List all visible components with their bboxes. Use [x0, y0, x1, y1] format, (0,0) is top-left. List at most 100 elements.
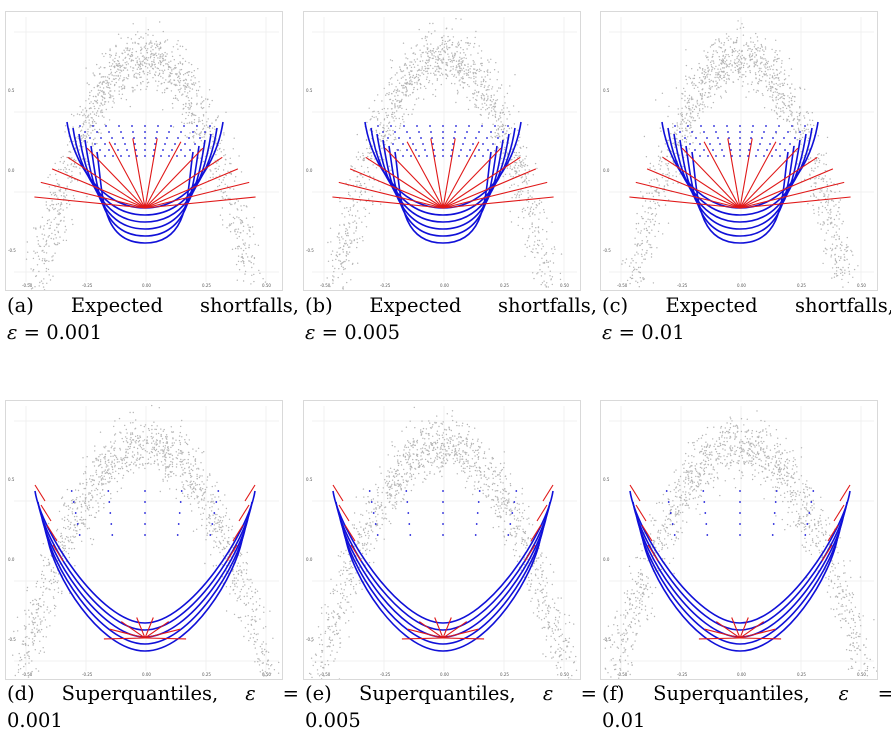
point — [774, 56, 776, 58]
point — [198, 117, 200, 119]
point — [190, 97, 193, 99]
contour-line — [376, 133, 510, 223]
point — [74, 565, 76, 567]
point — [398, 105, 400, 107]
point — [545, 286, 547, 288]
point — [205, 124, 208, 126]
point — [86, 133, 89, 135]
contour-dot — [674, 125, 676, 127]
point — [725, 66, 728, 68]
point — [436, 62, 439, 65]
point — [213, 502, 215, 505]
point — [61, 496, 64, 498]
point — [666, 173, 669, 176]
point — [258, 269, 260, 272]
scatter-plot: -0.50 -0.25 0.00 0.25 0.500.50.0-0.5 — [306, 17, 577, 290]
point — [97, 465, 100, 467]
point — [140, 83, 142, 85]
point — [401, 115, 404, 118]
point — [267, 664, 269, 666]
point — [734, 69, 737, 72]
point — [179, 450, 182, 452]
point — [398, 127, 401, 129]
point — [42, 591, 44, 593]
point — [39, 605, 41, 608]
point — [156, 43, 158, 45]
point — [799, 111, 802, 114]
point — [342, 286, 344, 288]
point — [641, 240, 643, 242]
point — [161, 53, 163, 55]
point — [173, 83, 175, 86]
point — [162, 65, 165, 67]
point — [742, 81, 744, 83]
point — [401, 107, 403, 110]
point — [514, 164, 517, 166]
point — [153, 455, 156, 457]
point — [755, 54, 757, 57]
point — [717, 72, 719, 74]
point — [187, 106, 189, 109]
point — [355, 230, 357, 232]
point — [151, 64, 153, 67]
point — [448, 47, 450, 49]
point — [40, 628, 43, 631]
point — [349, 207, 352, 209]
point — [496, 90, 498, 92]
point — [363, 182, 366, 185]
point — [804, 178, 806, 181]
point — [749, 37, 752, 39]
point — [409, 61, 411, 63]
point — [137, 42, 139, 45]
point — [146, 74, 149, 76]
point — [79, 496, 81, 498]
contour-dot — [691, 131, 693, 133]
contours — [364, 121, 522, 244]
point — [531, 213, 534, 215]
contour-dot — [402, 143, 404, 145]
point — [370, 155, 373, 157]
point — [698, 62, 700, 65]
point — [199, 120, 201, 123]
point — [416, 58, 418, 60]
point — [101, 475, 103, 477]
point — [101, 115, 104, 117]
point — [426, 76, 428, 78]
point — [156, 44, 158, 47]
point — [47, 236, 49, 238]
point — [104, 455, 106, 458]
point — [731, 49, 733, 51]
point — [61, 497, 63, 500]
point — [459, 66, 461, 68]
point — [702, 76, 705, 78]
point — [176, 457, 178, 460]
point — [476, 69, 479, 71]
point — [461, 81, 463, 83]
point — [500, 125, 502, 127]
point — [823, 195, 826, 197]
point — [836, 274, 839, 277]
point — [199, 86, 201, 88]
point — [427, 61, 429, 64]
point — [132, 472, 135, 474]
point — [396, 105, 399, 107]
point — [193, 141, 195, 143]
point — [759, 50, 761, 52]
point — [723, 70, 725, 73]
point — [122, 64, 124, 66]
point — [721, 62, 723, 64]
point — [181, 94, 183, 96]
point — [61, 544, 63, 546]
point — [536, 251, 538, 254]
contour-dot — [392, 143, 394, 145]
point — [144, 58, 147, 60]
contour-dot — [403, 125, 405, 127]
point — [147, 29, 149, 31]
point — [89, 538, 92, 540]
point — [815, 196, 817, 198]
point — [114, 466, 116, 468]
point — [473, 81, 475, 83]
point — [657, 191, 659, 193]
point — [531, 203, 534, 205]
point — [461, 57, 463, 59]
